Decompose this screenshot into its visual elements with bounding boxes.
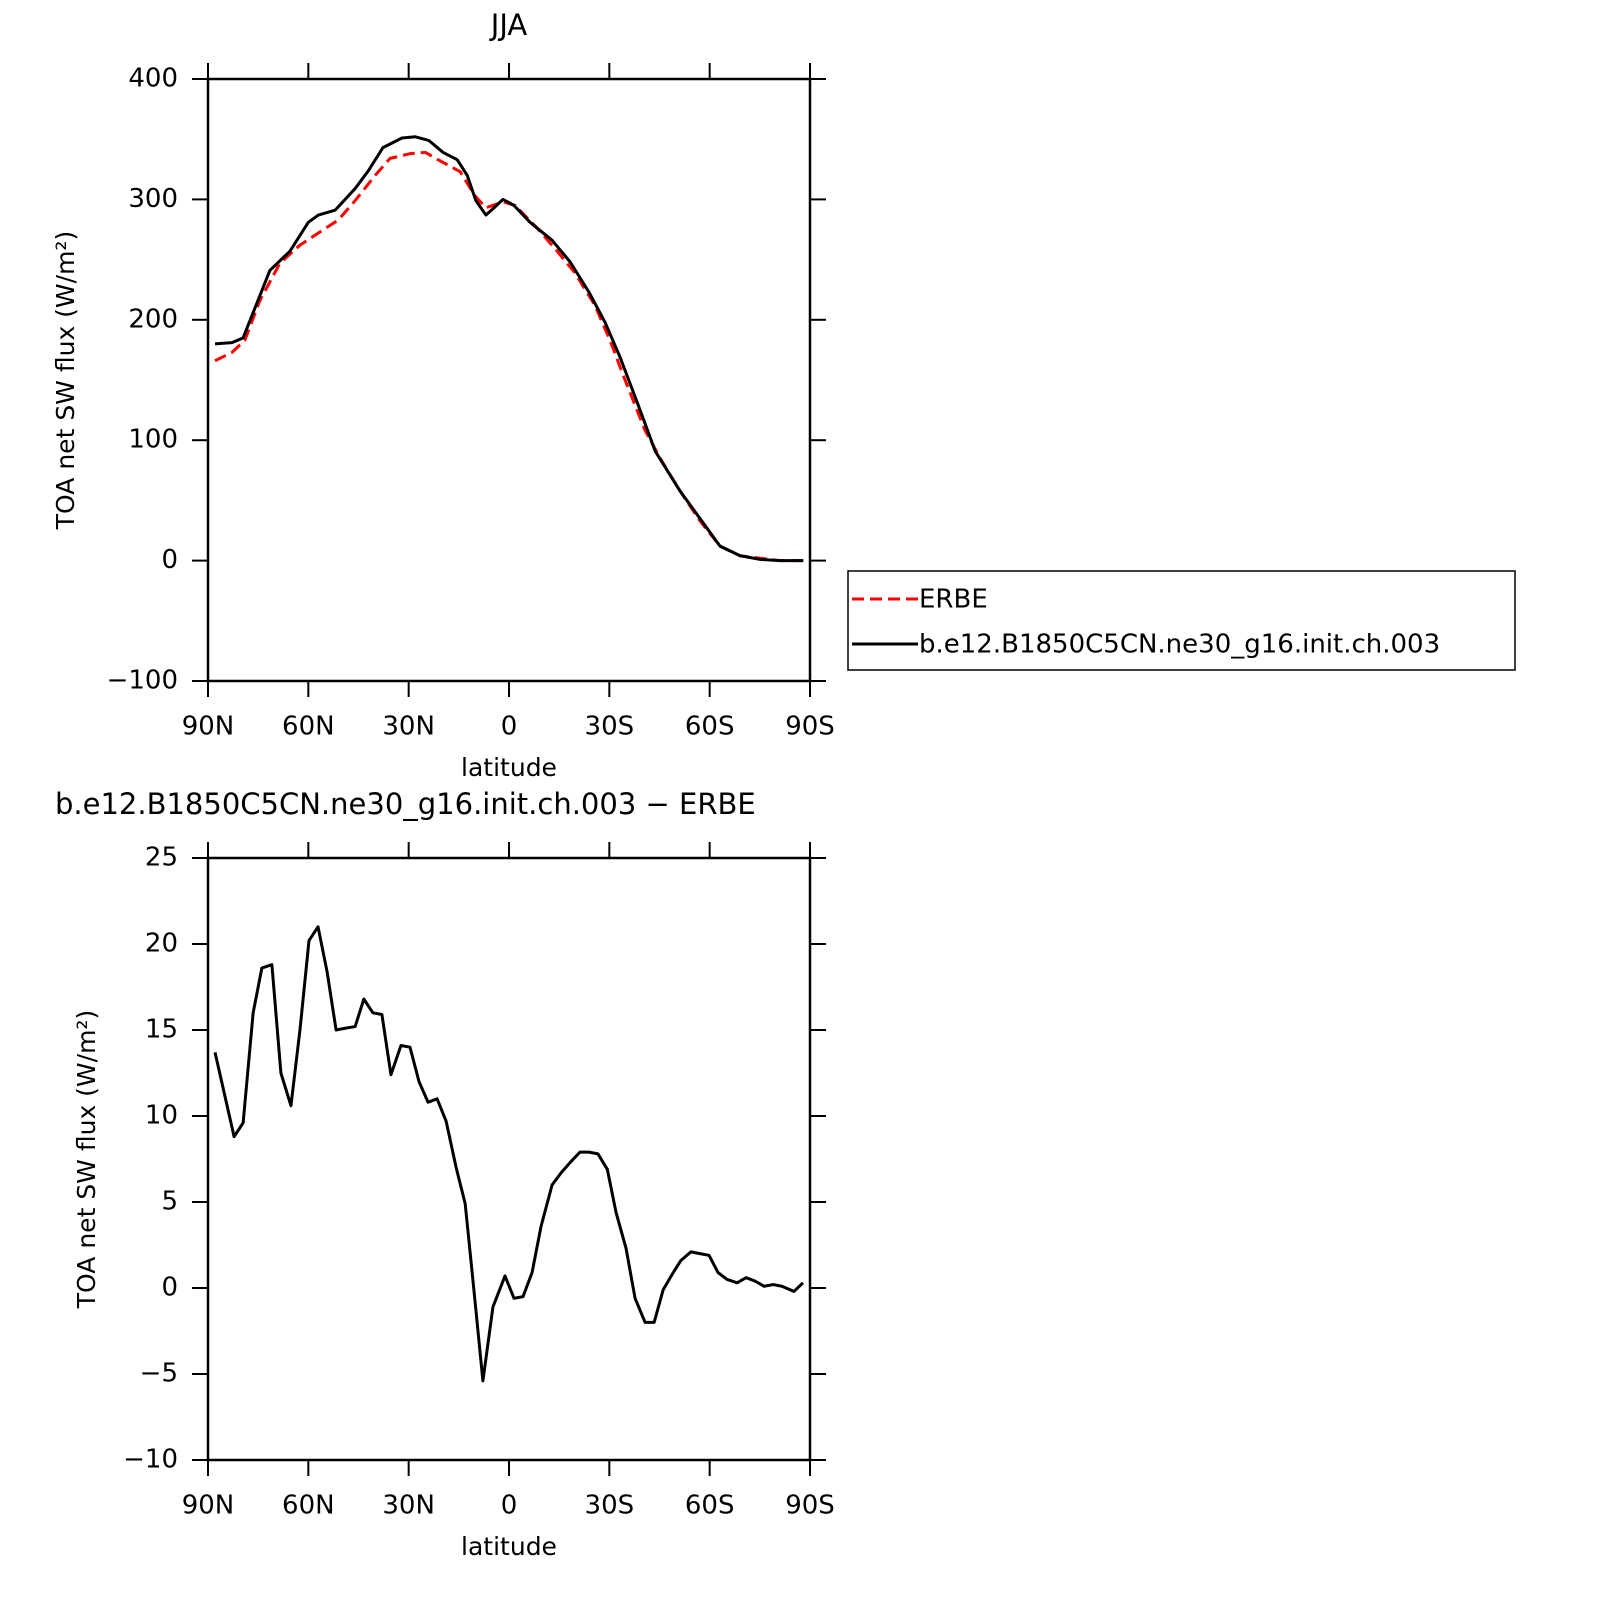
- data-line: [214, 150, 804, 563]
- y-tick-label: 300: [128, 184, 178, 214]
- x-tick-label: 30S: [585, 1491, 635, 1521]
- legend-label: b.e12.B1850C5CN.ne30_g16.init.ch.003: [919, 630, 1440, 660]
- y-tick-label: 400: [128, 64, 178, 94]
- x-tick-label: 60N: [282, 1491, 335, 1521]
- x-tick-label: 0: [501, 1491, 518, 1521]
- x-tick-label: 30S: [585, 712, 635, 742]
- x-tick-label: 30N: [382, 1491, 435, 1521]
- x-tick-label: 90N: [182, 1491, 235, 1521]
- legend: ERBE b.e12.B1850C5CN.ne30_g16.init.ch.003: [847, 570, 1516, 671]
- x-axis-title: latitude: [461, 753, 557, 782]
- y-tick-label: 15: [145, 1015, 178, 1045]
- x-tick-label: 0: [501, 712, 518, 742]
- legend-box: [847, 570, 1516, 671]
- x-tick-label: 30N: [382, 712, 435, 742]
- chart-title: b.e12.B1850C5CN.ne30_g16.init.ch.003 − E…: [55, 787, 756, 821]
- x-tick-label: 60N: [282, 712, 335, 742]
- y-axis-title: TOA net SW flux (W/m²): [72, 1010, 101, 1309]
- y-tick-label: −5: [140, 1359, 178, 1389]
- y-tick-label: 10: [145, 1101, 178, 1131]
- legend-label: ERBE: [919, 585, 988, 615]
- y-tick-label: 20: [145, 929, 178, 959]
- y-tick-label: −100: [107, 666, 178, 696]
- y-tick-label: 0: [161, 545, 178, 575]
- x-tick-label: 60S: [685, 712, 735, 742]
- x-tick-label: 60S: [685, 1491, 735, 1521]
- y-tick-label: 100: [128, 425, 178, 455]
- chart-title: JJA: [489, 8, 528, 42]
- data-line: [214, 135, 804, 563]
- y-axis-title: TOA net SW flux (W/m²): [51, 231, 80, 530]
- x-tick-label: 90S: [785, 1491, 835, 1521]
- x-axis-title: latitude: [461, 1532, 557, 1561]
- y-tick-label: 25: [145, 843, 178, 873]
- plot-frame: [206, 856, 812, 1462]
- y-tick-label: 0: [161, 1273, 178, 1303]
- y-tick-label: −10: [123, 1445, 178, 1475]
- y-tick-label: 200: [128, 304, 178, 334]
- data-line: [213, 925, 805, 1383]
- plot-frame: [206, 77, 812, 683]
- x-tick-label: 90S: [785, 712, 835, 742]
- x-tick-label: 90N: [182, 712, 235, 742]
- y-tick-label: 5: [161, 1187, 178, 1217]
